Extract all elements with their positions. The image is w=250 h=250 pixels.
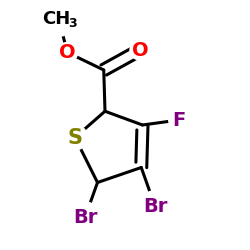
Text: CH: CH bbox=[42, 10, 70, 28]
Circle shape bbox=[169, 110, 189, 130]
Text: F: F bbox=[172, 110, 186, 130]
Text: Br: Br bbox=[143, 197, 167, 216]
Text: O: O bbox=[132, 40, 148, 60]
Text: Br: Br bbox=[73, 208, 97, 227]
Text: 3: 3 bbox=[68, 17, 77, 30]
Circle shape bbox=[70, 202, 100, 233]
Circle shape bbox=[140, 191, 170, 222]
Circle shape bbox=[58, 42, 78, 62]
Text: S: S bbox=[68, 128, 82, 148]
Circle shape bbox=[42, 4, 75, 36]
Text: O: O bbox=[59, 43, 76, 62]
Circle shape bbox=[130, 40, 150, 60]
Circle shape bbox=[62, 125, 88, 150]
